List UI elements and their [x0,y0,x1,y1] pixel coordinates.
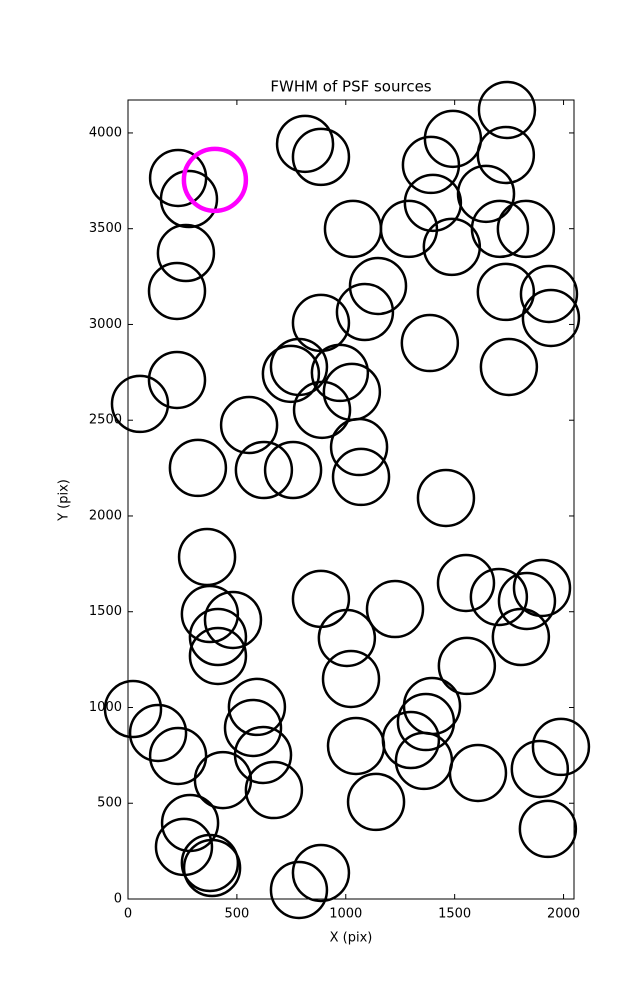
y-tick-label: 0 [114,892,122,907]
psf-circle [401,135,461,195]
y-tick-label: 500 [97,796,122,811]
psf-circle [416,468,476,528]
psf-circle [219,395,279,455]
psf-circle [496,199,556,259]
psf-circle [275,114,335,174]
psf-circle [234,440,294,500]
plot-frame [127,99,575,900]
psf-circle [291,569,351,629]
psf-circle [423,109,483,169]
psf-circle [188,607,248,667]
psf-circle [476,125,536,185]
psf-circle [381,710,441,770]
y-tick-label: 2500 [89,413,122,428]
psf-circle [322,362,382,422]
psf-circle [510,739,570,799]
psf-circle [512,558,572,618]
chart-title: FWHM of PSF sources [270,78,431,96]
x-tick-label: 0 [124,907,132,922]
psf-circle [491,607,551,667]
psf-circle [317,608,377,668]
psf-circle [470,199,530,259]
psf-circle [261,344,321,404]
psf-circle [437,636,497,696]
psf-circle [456,164,516,224]
psf-circle [227,677,287,737]
psf-circle [180,833,240,893]
psf-circle [292,380,352,440]
y-tick-label: 4000 [89,125,122,140]
psf-circle [182,838,242,898]
x-tick-label: 2000 [547,907,580,922]
psf-circle [365,579,425,639]
psf-circle [396,692,456,752]
psf-circle [323,199,383,259]
psf-circle [402,676,462,736]
psf-circle [497,571,557,631]
psf-circle [233,725,293,785]
psf-circle [263,440,323,500]
psf-circle [394,731,454,791]
psf-circle [400,313,460,373]
x-tick-label: 1500 [438,907,471,922]
y-tick-label: 2000 [89,508,122,523]
psf-circle [346,772,406,832]
psf-circle [103,679,163,739]
psf-circle [291,127,351,187]
psf-circle [203,590,263,650]
psf-circle [269,860,329,920]
psf-circle [329,417,389,477]
psf-circle [291,293,351,353]
psf-circle [326,716,386,776]
psf-circle [148,726,208,786]
psf-circle [379,199,439,259]
x-tick-label: 1000 [329,907,362,922]
psf-circle [335,282,395,342]
y-axis-label: Y (pix) [57,479,72,522]
psf-circle [469,567,529,627]
psf-circle [148,148,208,208]
psf-circle [519,264,579,324]
psf-circle [177,527,237,587]
psf-circle [331,447,391,507]
psf-circle [181,146,249,214]
psf-circle [436,553,496,613]
psf-circle [188,626,248,686]
psf-circle [348,256,408,316]
psf-circle [128,703,188,763]
psf-circle [156,223,216,283]
psf-circle [159,169,219,229]
psf-circle [168,438,228,498]
y-tick-label: 1500 [89,604,122,619]
psf-circle [310,343,370,403]
psf-circle [291,843,351,903]
y-tick-label: 3000 [89,317,122,332]
psf-circle [244,760,304,820]
y-tick-label: 1000 [89,700,122,715]
psf-circle [476,262,536,322]
psf-circle [448,743,508,803]
psf-circle [403,173,463,233]
psf-circle [479,337,539,397]
psf-circle [147,350,207,410]
psf-circle [477,80,537,140]
psf-circle [147,261,207,321]
psf-circle [110,374,170,434]
x-tick-label: 500 [224,907,249,922]
psf-circle [521,288,581,348]
psf-circle [321,649,381,709]
psf-circle [180,584,240,644]
psf-circle [531,717,591,777]
x-axis-label: X (pix) [330,931,373,946]
y-tick-label: 3500 [89,221,122,236]
psf-circle [223,698,283,758]
psf-circle [518,799,578,859]
